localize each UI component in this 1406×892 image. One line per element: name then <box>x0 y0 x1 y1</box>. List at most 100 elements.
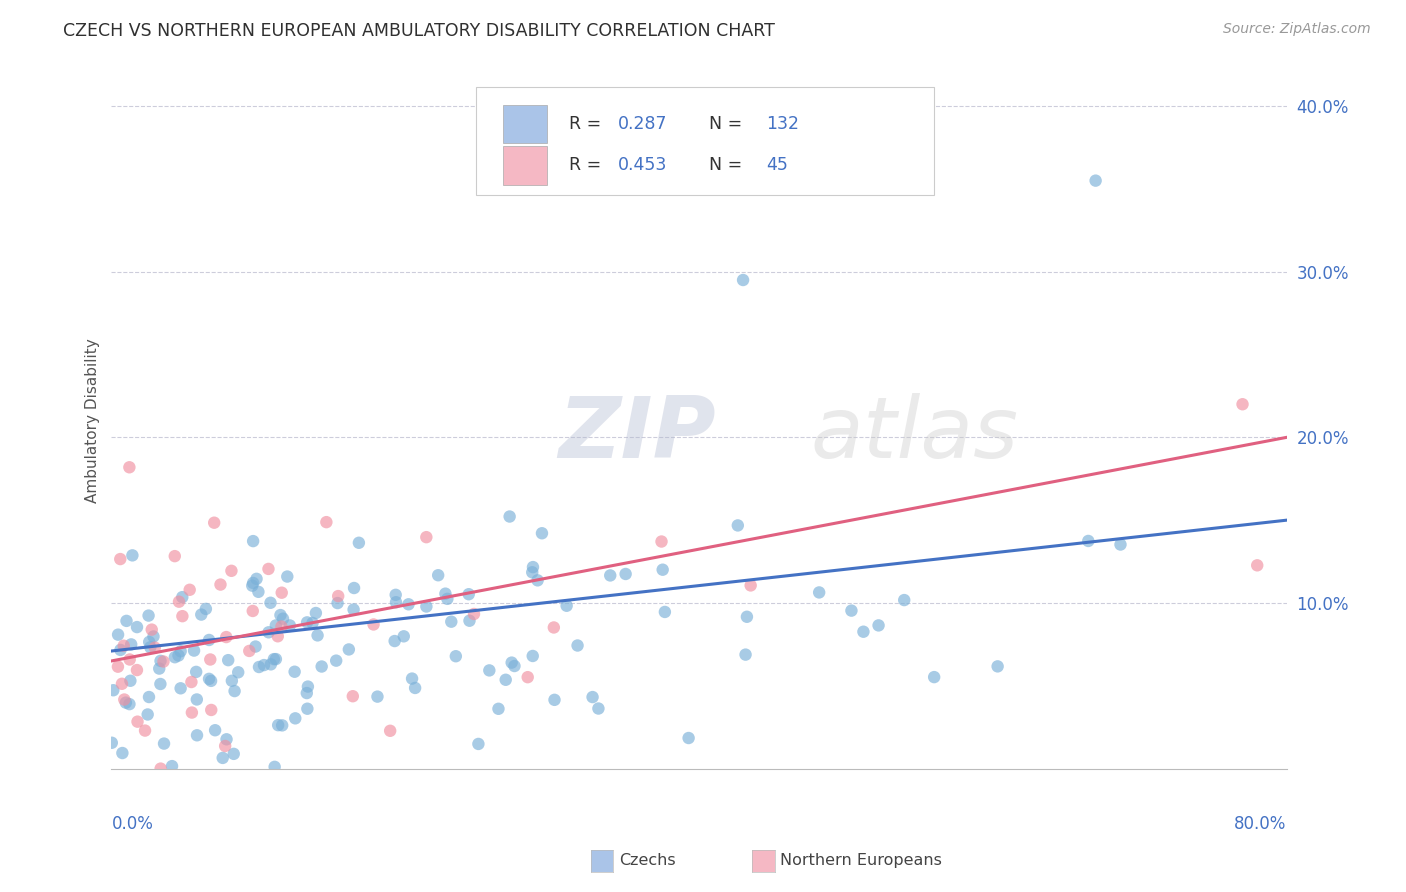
Point <box>415 599 437 614</box>
Point <box>325 654 347 668</box>
Point <box>733 273 755 287</box>
Point <box>245 640 267 654</box>
Point <box>267 629 290 643</box>
Point <box>342 602 364 616</box>
Text: 0.0%: 0.0% <box>111 815 153 833</box>
Point <box>440 615 463 629</box>
Point <box>295 686 318 700</box>
Point <box>127 714 149 729</box>
Point <box>121 549 143 563</box>
Point <box>581 690 603 704</box>
Point <box>457 587 479 601</box>
Point <box>278 618 301 632</box>
Point <box>120 673 142 688</box>
Text: 45: 45 <box>766 156 787 175</box>
Point <box>363 617 385 632</box>
Point <box>267 718 290 732</box>
FancyBboxPatch shape <box>475 87 934 194</box>
Point <box>543 620 565 634</box>
Point <box>526 574 548 588</box>
Point <box>172 609 194 624</box>
Point <box>200 673 222 688</box>
Point <box>149 677 172 691</box>
Point <box>301 615 323 630</box>
Point <box>297 680 319 694</box>
Point <box>1246 558 1268 573</box>
Point <box>284 711 307 725</box>
Point <box>118 697 141 711</box>
Point <box>727 518 749 533</box>
Point <box>852 624 875 639</box>
Text: 80.0%: 80.0% <box>1234 815 1286 833</box>
Point <box>112 692 135 706</box>
Point <box>180 675 202 690</box>
Point <box>217 653 239 667</box>
FancyBboxPatch shape <box>503 104 547 143</box>
Point <box>240 579 263 593</box>
Point <box>247 660 270 674</box>
Point <box>378 723 401 738</box>
Text: 132: 132 <box>766 115 799 133</box>
Point <box>103 683 125 698</box>
Point <box>209 577 232 591</box>
Point <box>186 728 208 742</box>
Point <box>427 568 450 582</box>
Point <box>200 703 222 717</box>
Point <box>238 644 260 658</box>
Point <box>893 593 915 607</box>
Point <box>401 672 423 686</box>
Point <box>276 569 298 583</box>
Point <box>179 582 201 597</box>
Point <box>186 665 208 679</box>
Point <box>138 690 160 704</box>
Point <box>190 607 212 622</box>
Point <box>735 609 758 624</box>
Point <box>138 635 160 649</box>
Point <box>297 702 319 716</box>
Point <box>404 681 426 695</box>
Point <box>543 693 565 707</box>
Point <box>522 648 544 663</box>
Point <box>311 659 333 673</box>
Text: N =: N = <box>697 115 748 133</box>
Point <box>160 759 183 773</box>
Point <box>467 737 489 751</box>
Point <box>112 639 135 653</box>
Point <box>253 658 276 673</box>
Point <box>107 627 129 641</box>
Point <box>152 655 174 669</box>
Point <box>143 640 166 655</box>
Text: CZECH VS NORTHERN EUROPEAN AMBULATORY DISABILITY CORRELATION CHART: CZECH VS NORTHERN EUROPEAN AMBULATORY DI… <box>63 22 775 40</box>
Point <box>270 585 292 599</box>
Point <box>169 681 191 696</box>
Point <box>295 615 318 630</box>
Point <box>868 618 890 632</box>
Point <box>198 632 221 647</box>
Point <box>516 670 538 684</box>
Point <box>436 591 458 606</box>
Point <box>650 534 672 549</box>
Point <box>242 604 264 618</box>
Point <box>148 662 170 676</box>
Point <box>488 702 510 716</box>
Y-axis label: Ambulatory Disability: Ambulatory Disability <box>86 338 100 503</box>
Point <box>211 751 233 765</box>
Point <box>271 612 294 626</box>
Point <box>110 643 132 657</box>
Point <box>808 585 831 599</box>
Point <box>530 526 553 541</box>
Point <box>495 673 517 687</box>
Point <box>392 629 415 643</box>
Point <box>125 620 148 634</box>
Point <box>226 665 249 680</box>
Point <box>111 677 134 691</box>
Point <box>434 587 457 601</box>
Text: ZIP: ZIP <box>558 393 716 476</box>
Point <box>183 643 205 657</box>
Point <box>343 581 366 595</box>
Point <box>987 659 1010 673</box>
Point <box>215 732 238 747</box>
Point <box>501 656 523 670</box>
Point <box>172 590 194 604</box>
Point <box>136 707 159 722</box>
